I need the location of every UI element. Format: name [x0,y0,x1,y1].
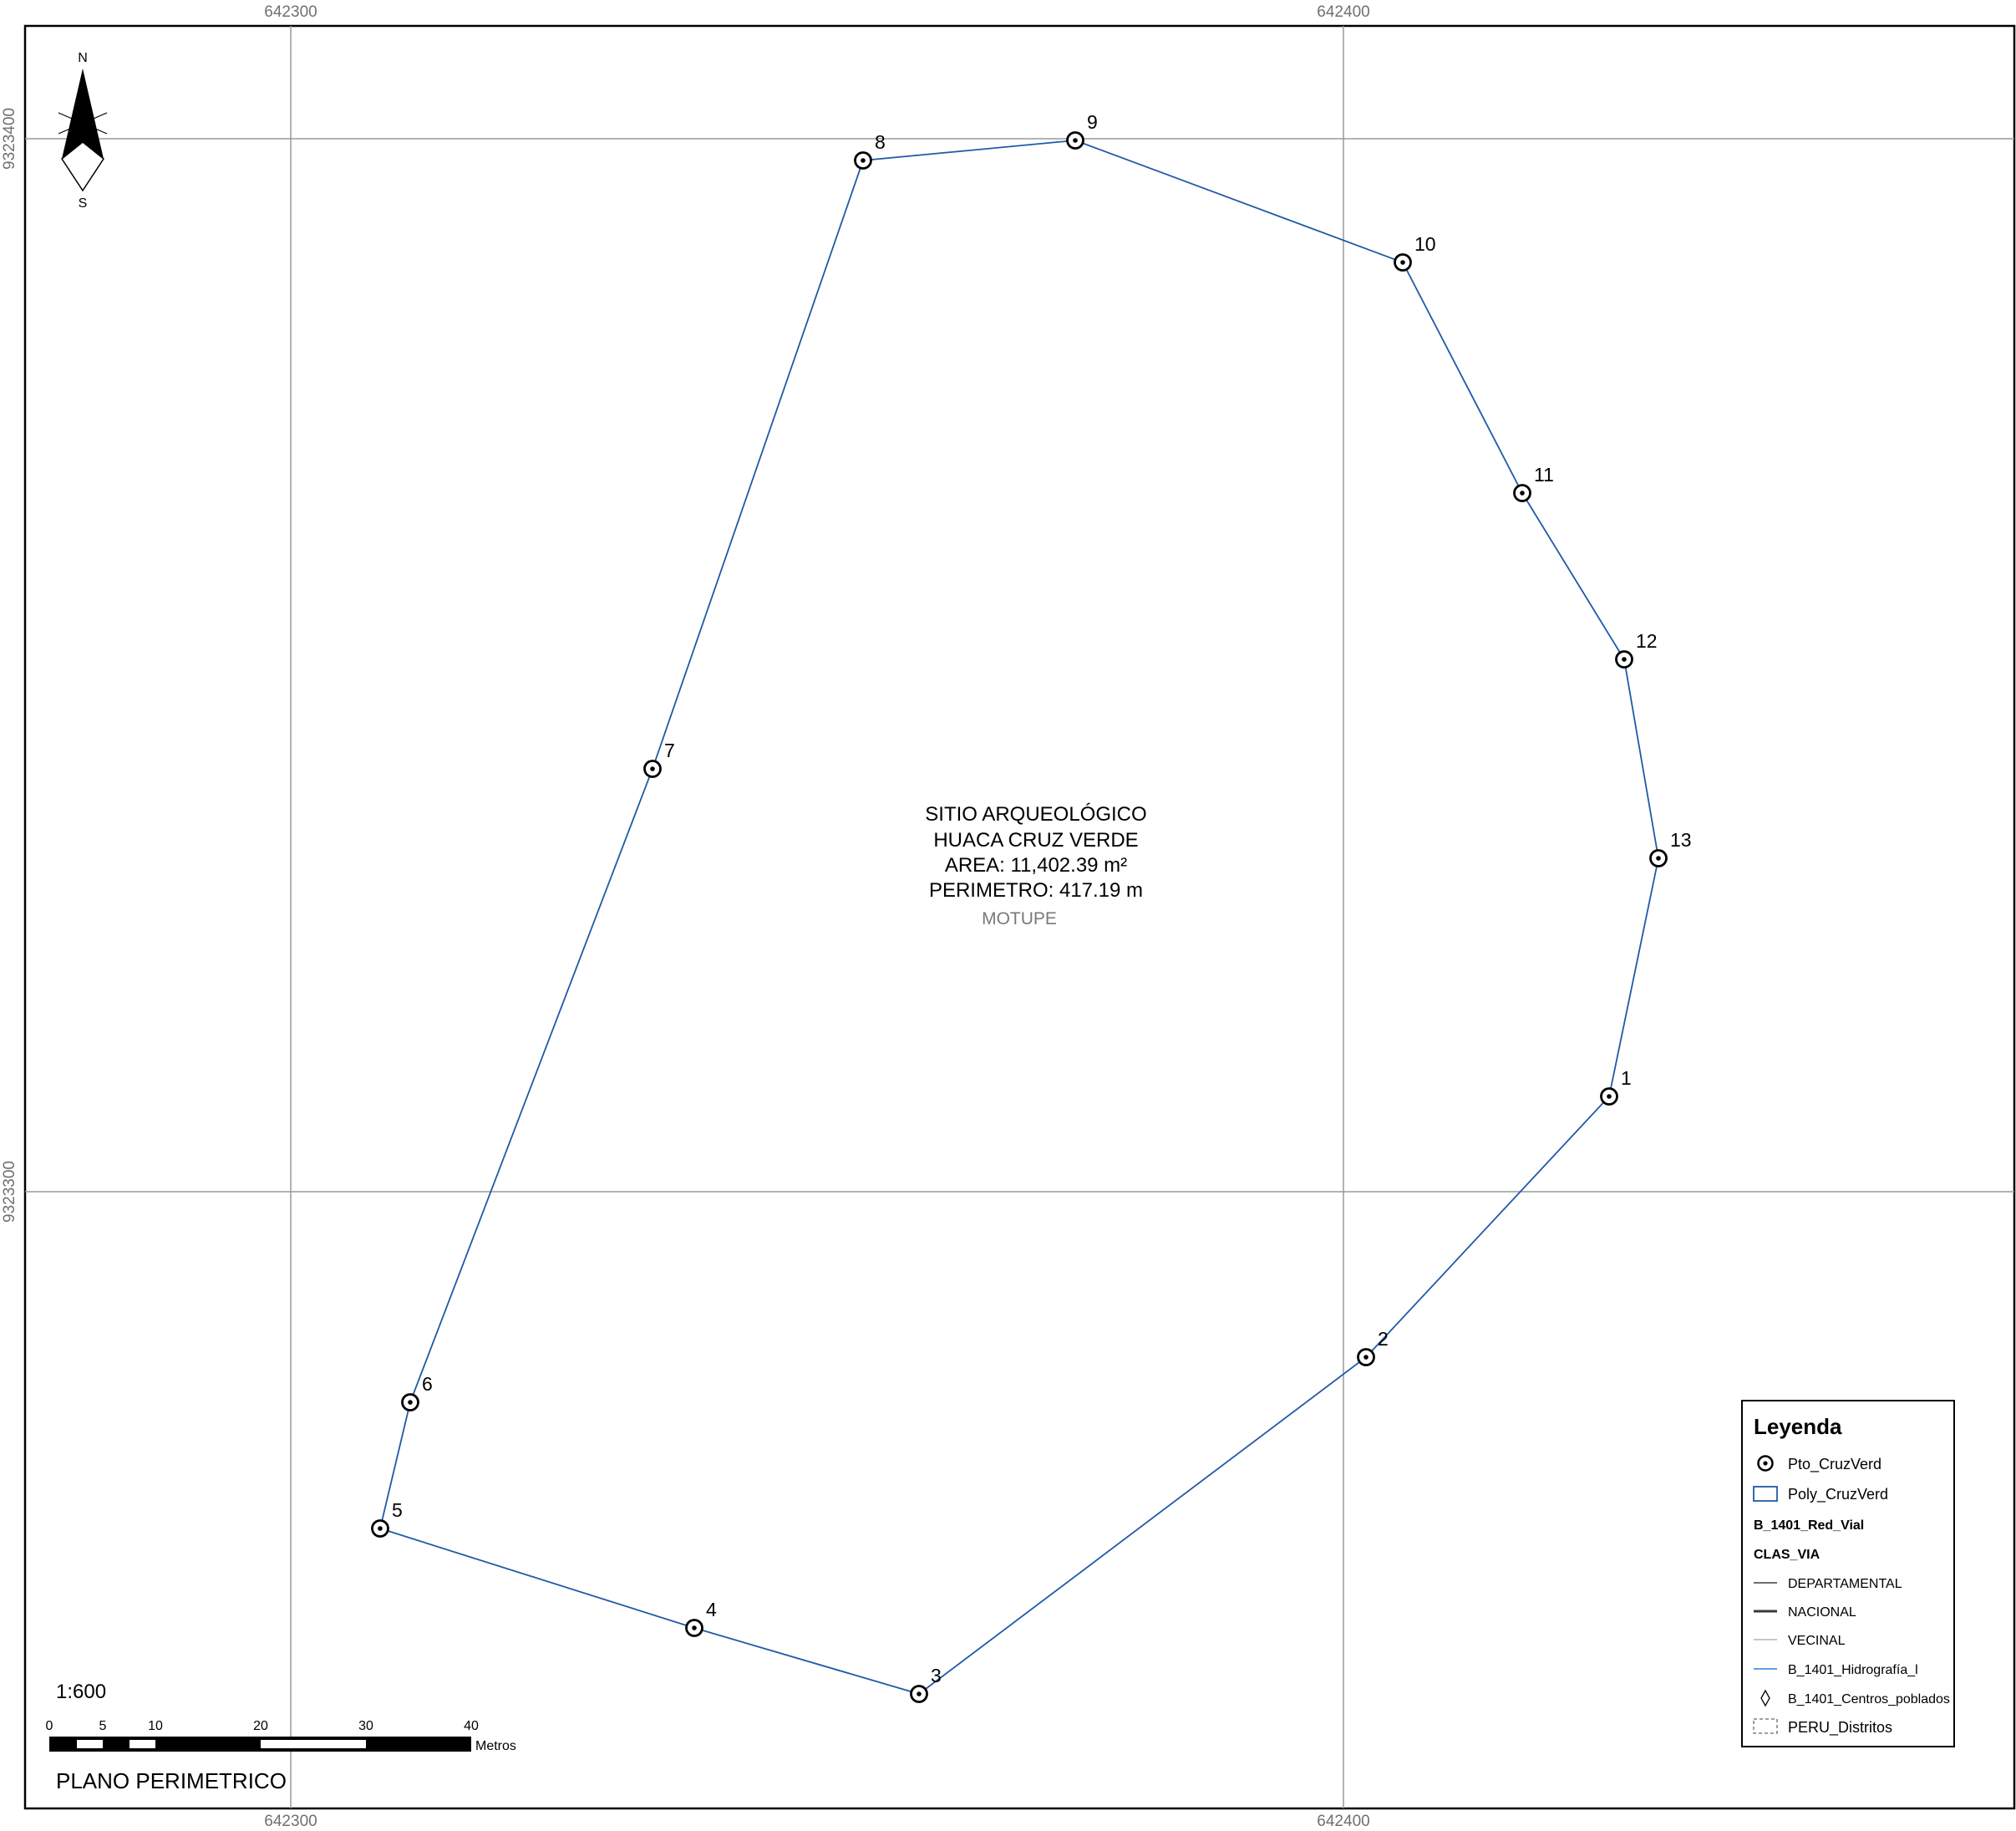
legend-item-hidrografia: B_1401_Hidrografía_l [1788,1663,1918,1677]
grid-label-top-642300: 642300 [264,3,317,21]
vertex-label-2: 2 [1378,1328,1389,1350]
map-frame [23,24,2016,1810]
vertex-marker-1: 1 [1600,1067,1632,1106]
legend-point-symbol-icon [1757,1455,1774,1472]
legend-polygon-symbol-icon [1753,1486,1778,1502]
vertex-marker-4: 4 [685,1599,717,1637]
vertex-label-10: 10 [1414,233,1436,255]
vertex-label-4: 4 [706,1599,717,1620]
legend-item-points: Pto_CruzVerd [1788,1456,1881,1473]
south-label: S [79,196,88,211]
vertex-label-7: 7 [664,740,675,761]
grid-label-left-9323300: 9323300 [1,1161,18,1223]
scale-tick-10: 10 [148,1719,163,1733]
site-area-label: AREA: 11,402.39 m² [945,854,1127,877]
legend-title: Leyenda [1754,1414,1842,1439]
vertex-label-9: 9 [1087,111,1098,133]
vertex-label-6: 6 [422,1373,433,1395]
legend-item-departamental: DEPARTAMENTAL [1788,1577,1902,1591]
vertex-marker-12: 12 [1615,630,1658,669]
map-title: PLANO PERIMETRICO [56,1768,287,1793]
legend-item-centros: B_1401_Centros_poblados [1788,1692,1950,1706]
scale-tick-20: 20 [253,1719,268,1733]
coordinate-grid [25,26,2014,1808]
legend-distritos-symbol-icon [1753,1718,1778,1734]
grid-label-top-642400: 642400 [1317,3,1369,21]
north-arrow-icon: N S [58,51,108,211]
site-label-line2: HUACA CRUZ VERDE [933,829,1138,852]
site-perimeter-label: PERIMETRO: 417.19 m [929,879,1143,902]
vertex-label-12: 12 [1636,630,1658,652]
scale-bar: 0 5 10 20 30 40 Metros [46,1719,516,1753]
grid-label-bottom-642400: 642400 [1317,1813,1369,1830]
vertex-label-5: 5 [392,1499,403,1521]
legend-box [1741,1400,1955,1747]
legend-centros-diamond-icon [1760,1689,1770,1707]
vertex-marker-6: 6 [401,1373,433,1411]
vertex-label-1: 1 [1621,1067,1632,1089]
scale-tick-40: 40 [464,1719,479,1733]
scale-unit: Metros [475,1739,516,1753]
vertex-marker-9: 9 [1066,111,1098,150]
site-label-line1: SITIO ARQUEOLÓGICO [925,803,1146,826]
scale-tick-5: 5 [99,1719,107,1733]
vertex-marker-2: 2 [1357,1328,1389,1366]
vertex-marker-3: 3 [910,1665,942,1703]
scale-tick-30: 30 [358,1719,373,1733]
vertex-marker-8: 8 [854,131,886,170]
town-label: MOTUPE [982,909,1057,928]
scale-tick-0: 0 [46,1719,53,1733]
vertex-marker-13: 13 [1649,829,1692,867]
legend-item-nacional: NACIONAL [1788,1605,1856,1620]
grid-label-left-9323400: 9323400 [1,108,18,170]
grid-label-bottom-642300: 642300 [264,1813,317,1830]
vertex-marker-5: 5 [371,1499,403,1538]
legend-roads-field: CLAS_VIA [1754,1548,1820,1562]
vertex-marker-11: 11 [1513,464,1554,502]
legend-roads-layer: B_1401_Red_Vial [1754,1518,1864,1533]
legend-item-vecinal: VECINAL [1788,1634,1846,1648]
north-label: N [78,51,88,65]
scale-ratio: 1:600 [56,1681,106,1703]
legend-item-distritos: PERU_Distritos [1788,1719,1892,1737]
site-boundary-polygon [378,140,1659,1695]
vertex-label-8: 8 [875,131,886,153]
vertex-marker-10: 10 [1394,233,1436,272]
vertex-label-13: 13 [1670,829,1692,851]
vertex-label-11: 11 [1534,464,1554,486]
legend-item-polygon: Poly_CruzVerd [1788,1486,1888,1503]
legend: Leyenda Pto_CruzVerd Poly_CruzVerd B_140… [1741,1400,1955,1747]
vertex-marker-7: 7 [643,740,675,778]
vertex-label-3: 3 [931,1665,942,1686]
